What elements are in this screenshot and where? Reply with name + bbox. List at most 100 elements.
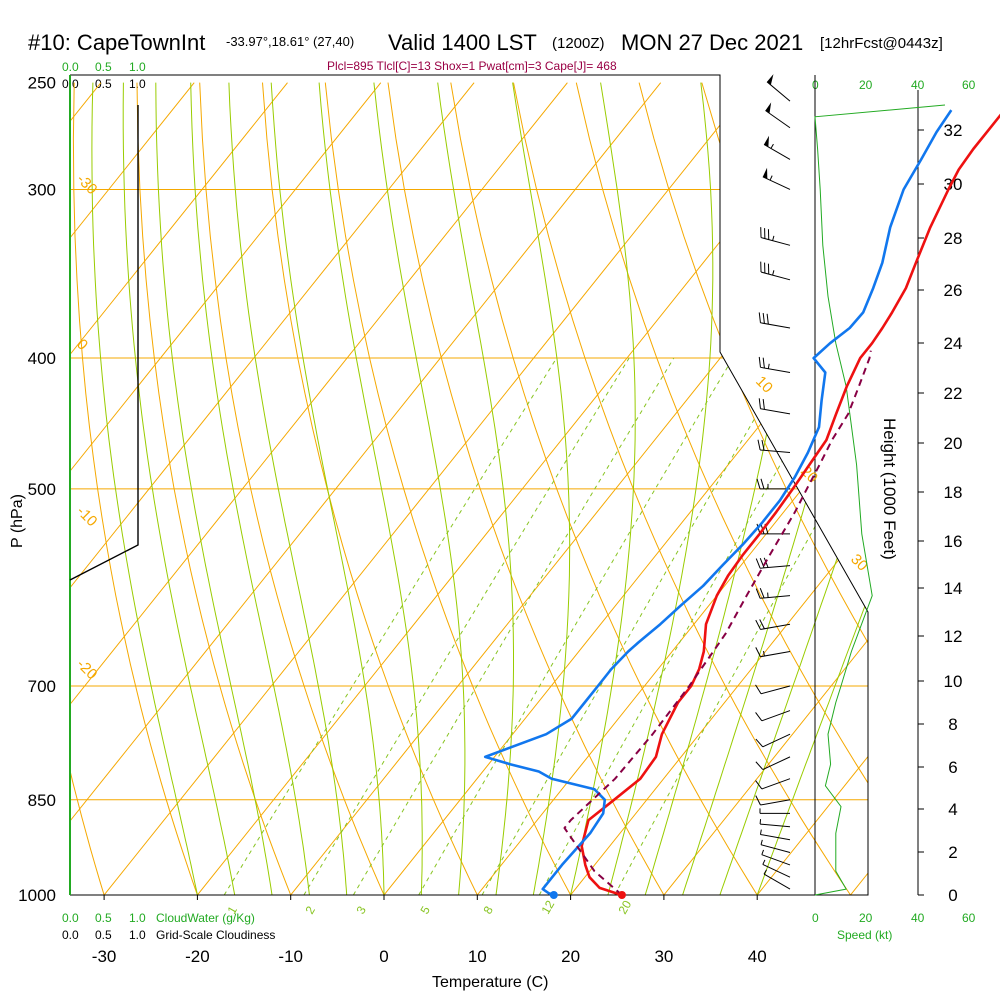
wind-scale-top: 0 20 40 60 [812, 78, 976, 92]
wind-barb-staff [760, 799, 791, 806]
cloud-scale-bottom-green-2: 1.0 [129, 911, 146, 925]
wind-barb [755, 710, 791, 722]
pressure-tick-label: 1000 [18, 886, 56, 905]
mixing-ratio-label: 3 [353, 903, 369, 916]
wind-barb [758, 398, 791, 415]
wind-speed-label: Speed (kt) [837, 928, 892, 942]
wind-barb-full [760, 478, 765, 489]
height-tick-label: 20 [944, 434, 963, 453]
wind-barb-full [755, 712, 763, 722]
wind-speed-profile [814, 104, 946, 896]
pressure-tick-label: 700 [28, 677, 56, 696]
wind-barb-full [762, 357, 765, 369]
station-coords: -33.97°,18.61° (27,40) [226, 34, 354, 49]
isotherm--50 [70, 82, 568, 895]
wind-barb-full [758, 398, 761, 409]
wind-barb-flag [767, 74, 774, 86]
dry-adiabat-50 [513, 82, 851, 895]
wind-scale-bottom-0: 0 [812, 911, 819, 925]
wind-barb [759, 808, 790, 814]
wind-barb-staff [762, 756, 791, 770]
wind-barb-half [761, 849, 764, 855]
isotherm-30 [663, 82, 868, 895]
wind-barb-full [755, 738, 764, 748]
surface-temperature-dot [617, 891, 626, 899]
wind-barb-staff [760, 565, 791, 569]
isotherm--90 [70, 82, 195, 895]
wind-barb [755, 619, 791, 630]
height-tick-label: 0 [948, 886, 957, 905]
wind-barb [762, 167, 791, 190]
wind-barb-full [755, 780, 763, 790]
wind-barb [755, 684, 791, 695]
mixing-ratio-label: 20 [615, 898, 634, 917]
wind-barb-staff [762, 176, 791, 190]
wind-barb-full [759, 557, 765, 569]
dry-adiabat-20 [324, 82, 572, 895]
mixing-ratio-8 [481, 357, 791, 895]
pressure-tick-label: 850 [28, 791, 56, 810]
isotherm-label: 30 [847, 551, 871, 575]
moist-adiabat-24 [607, 82, 714, 895]
wind-barb-staff [760, 449, 791, 454]
isotherm-40 [756, 82, 868, 895]
mixing-ratio-2 [303, 357, 630, 895]
dry-adiabat-100 [826, 82, 868, 895]
dry-adiabat-60 [575, 82, 868, 895]
wind-barb-flag [764, 135, 770, 147]
wind-barb [755, 778, 791, 790]
cloud-scale-bottom-green-0: 0.0 [62, 911, 79, 925]
temp-tick-label: 10 [468, 947, 487, 966]
wind-barb-half [767, 363, 770, 369]
dry-adiabat-10 [262, 82, 478, 895]
temp-tick-label: -10 [278, 947, 303, 966]
wind-scale-top-40: 40 [911, 78, 925, 92]
height-tick-label: 6 [948, 758, 957, 777]
dry-adiabat--20 [72, 82, 198, 895]
wind-barb-full [755, 647, 761, 657]
isotherm--30 [103, 82, 755, 895]
y-axis-title: P (hPa) [9, 494, 26, 548]
height-tick-label: 18 [944, 483, 963, 502]
wind-barb [760, 227, 791, 246]
wind-barb-staff [760, 408, 791, 415]
wind-barb-full [761, 439, 765, 451]
plot-border [70, 74, 869, 896]
mixing-ratio-3 [352, 357, 675, 895]
wind-barb [760, 261, 791, 281]
isotherm--110 [0, 83, 8, 895]
height-tick-label: 8 [948, 715, 957, 734]
wind-scale-bottom: 0 20 40 60 Speed (kt) [812, 911, 976, 942]
moist-adiabat--16 [122, 82, 236, 895]
height-tick-label: 32 [944, 121, 963, 140]
wind-barb [761, 849, 791, 866]
series-temperature [580, 113, 1000, 897]
wind-barb-half [763, 869, 767, 875]
wind-barb [763, 135, 791, 160]
series-dewpoint [483, 109, 953, 897]
moist-adiabat-0 [270, 82, 385, 895]
wind-barb-flag [765, 102, 772, 114]
isotherm--80 [70, 82, 288, 895]
dry-adiabat--40 [0, 83, 11, 895]
moist-adiabat-4 [318, 82, 423, 895]
height-tick-label: 24 [944, 334, 963, 353]
cloud-scale-bottom-green-1: 0.5 [95, 911, 112, 925]
wind-barb-half [770, 143, 774, 149]
pressure-tick-label: 500 [28, 480, 56, 499]
wind-barb-half [759, 829, 762, 835]
wind-barb-staff [763, 143, 791, 160]
wind-barb [756, 478, 790, 490]
wind-barb-staff [760, 651, 791, 658]
wind-barb-full [758, 312, 761, 323]
height-axis-title: Height (1000 Feet) [880, 418, 899, 560]
moist-adiabat-16 [512, 82, 571, 895]
valid-date: MON 27 Dec 2021 [621, 30, 803, 55]
isotherm-label: -10 [73, 503, 100, 530]
moist-adiabat-36 [719, 82, 868, 895]
wind-barb-full [762, 398, 765, 410]
dry-adiabat--30 [70, 82, 105, 895]
isotherm--40 [70, 82, 662, 895]
wind-barb-full [755, 619, 761, 630]
wind-barb-staff [760, 322, 791, 329]
